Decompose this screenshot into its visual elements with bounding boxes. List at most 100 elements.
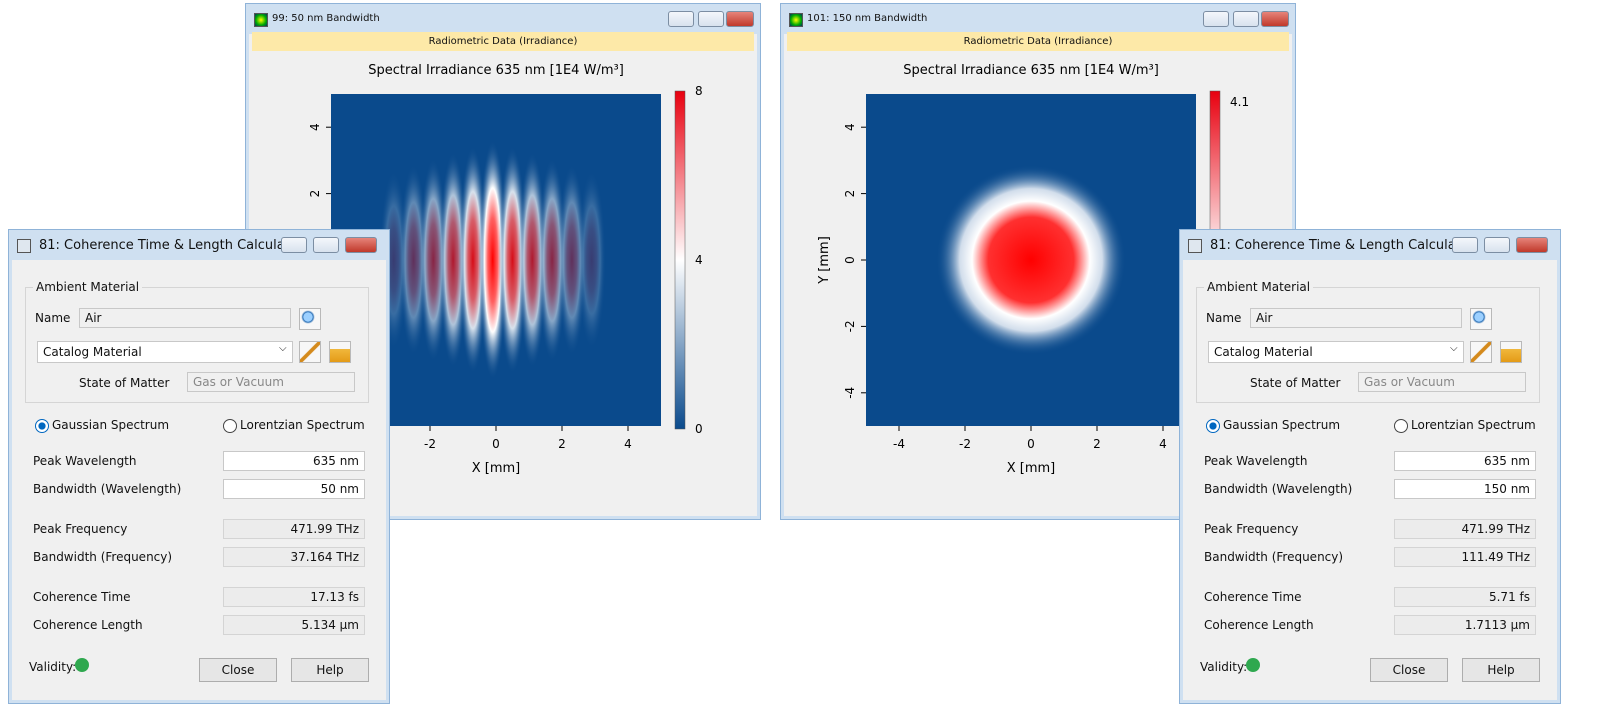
fringe — [478, 140, 507, 380]
radio-button[interactable] — [1206, 419, 1220, 433]
dialog-button[interactable]: Close — [199, 658, 277, 682]
field-label: Coherence Length — [33, 618, 143, 632]
group-box — [1196, 287, 1540, 403]
window-title: 81: Coherence Time & Length Calculat... — [39, 238, 303, 253]
edit-button[interactable] — [1470, 341, 1492, 363]
fringe — [577, 170, 606, 350]
dialog-button[interactable]: Help — [291, 658, 369, 682]
search-button[interactable] — [1470, 308, 1492, 330]
minimize-button[interactable] — [281, 237, 307, 253]
spot — [936, 165, 1126, 355]
validity-icon — [1246, 658, 1260, 672]
x-axis-label: X [mm] — [472, 461, 521, 476]
plot: Spectral Irradiance 635 nm [1E4 W/m³] 0 4 8… — [252, 52, 756, 516]
x-tick-label: 2 — [1093, 437, 1101, 451]
state-label: State of Matter — [79, 376, 170, 390]
edit-button[interactable] — [299, 341, 321, 363]
radio-label[interactable]: Gaussian Spectrum — [52, 418, 170, 432]
dialog-button[interactable]: Help — [1462, 658, 1540, 682]
fringe — [458, 146, 487, 374]
field-label: Bandwidth (Frequency) — [1204, 550, 1344, 564]
fringe — [538, 158, 567, 362]
field-label: Coherence Time — [33, 590, 131, 604]
x-tick-label: -2 — [959, 437, 971, 451]
group-box — [25, 287, 369, 403]
fringe — [498, 146, 527, 374]
material-select[interactable]: Catalog Material — [1208, 341, 1464, 363]
radio-button[interactable] — [223, 419, 237, 433]
open-button[interactable] — [1500, 341, 1522, 363]
window-title: 81: Coherence Time & Length Calculat... — [1210, 238, 1474, 253]
dialog-button[interactable]: Close — [1370, 658, 1448, 682]
field-label: Coherence Length — [1204, 618, 1314, 632]
x-tick-label: 2 — [558, 437, 566, 451]
name-label: Name — [35, 311, 71, 325]
name-input[interactable]: Air — [79, 308, 291, 328]
colorbar-tick-label: 4.1 — [1230, 95, 1249, 109]
calculator-dialog: 81: Coherence Time & Length Calculat... A… — [1179, 229, 1561, 704]
x-axis-label: X [mm] — [1007, 461, 1056, 476]
state-label: State of Matter — [1250, 376, 1341, 390]
radio-button[interactable] — [35, 419, 49, 433]
y-axis-label: Y [mm] — [817, 236, 832, 285]
window-icon — [254, 13, 268, 27]
close-button[interactable] — [726, 11, 754, 27]
field-value[interactable]: 635 nm — [223, 451, 365, 471]
window-icon — [17, 239, 31, 253]
plot-title: Spectral Irradiance 635 nm [1E4 W/m³] — [903, 63, 1159, 78]
maximize-button[interactable] — [313, 237, 339, 253]
minimize-button[interactable] — [1452, 237, 1478, 253]
maximize-button[interactable] — [1233, 11, 1259, 27]
field-label: Peak Wavelength — [33, 454, 137, 468]
y-tick-label: -2 — [843, 320, 857, 332]
state-select[interactable]: Gas or Vacuum — [1358, 372, 1526, 392]
material-select[interactable]: Catalog Material — [37, 341, 293, 363]
x-tick-label: 0 — [1027, 437, 1035, 451]
radio-button[interactable] — [1394, 419, 1408, 433]
search-button[interactable] — [299, 308, 321, 330]
field-value: 37.164 THz — [223, 547, 365, 567]
y-tick-label: 2 — [843, 190, 857, 198]
field-label: Peak Frequency — [33, 522, 128, 536]
dropdown-arrow: ⌵ — [279, 343, 287, 354]
field-value[interactable]: 635 nm — [1394, 451, 1536, 471]
fringe — [518, 152, 547, 368]
field-label: Bandwidth (Frequency) — [33, 550, 173, 564]
banner: Radiometric Data (Irradiance) — [252, 32, 754, 51]
name-label: Name — [1206, 311, 1242, 325]
field-label: Peak Wavelength — [1204, 454, 1308, 468]
field-value[interactable]: 150 nm — [1394, 479, 1536, 499]
minimize-button[interactable] — [1203, 11, 1229, 27]
minimize-button[interactable] — [668, 11, 694, 27]
maximize-button[interactable] — [1484, 237, 1510, 253]
field-label: Bandwidth (Wavelength) — [1204, 482, 1353, 496]
open-button[interactable] — [329, 341, 351, 363]
maximize-button[interactable] — [698, 11, 724, 27]
close-button[interactable] — [1261, 11, 1289, 27]
x-tick-label: -2 — [424, 437, 436, 451]
radio-label[interactable]: Lorentzian Spectrum — [240, 418, 365, 432]
fringe — [419, 158, 448, 362]
close-button[interactable] — [1516, 237, 1548, 253]
radio-label[interactable]: Gaussian Spectrum — [1223, 418, 1341, 432]
group-label: Ambient Material — [1204, 280, 1314, 294]
validity-label: Validity: — [1200, 660, 1248, 674]
plot-title: Spectral Irradiance 635 nm [1E4 W/m³] — [368, 63, 624, 78]
y-tick-label: -4 — [843, 387, 857, 399]
field-value: 5.134 µm — [223, 615, 365, 635]
y-tick-label: 2 — [308, 190, 322, 198]
validity-icon — [75, 658, 89, 672]
field-value[interactable]: 50 nm — [223, 479, 365, 499]
colorbar-tick-label: 8 — [695, 84, 703, 98]
dropdown-arrow: ⌵ — [1450, 343, 1458, 354]
name-input[interactable]: Air — [1250, 308, 1462, 328]
field-label: Peak Frequency — [1204, 522, 1299, 536]
radio-label[interactable]: Lorentzian Spectrum — [1411, 418, 1536, 432]
field-label: Coherence Time — [1204, 590, 1302, 604]
window-icon — [1188, 239, 1202, 253]
field-value: 471.99 THz — [223, 519, 365, 539]
close-button[interactable] — [345, 237, 377, 253]
state-select[interactable]: Gas or Vacuum — [187, 372, 355, 392]
field-value: 111.49 THz — [1394, 547, 1536, 567]
